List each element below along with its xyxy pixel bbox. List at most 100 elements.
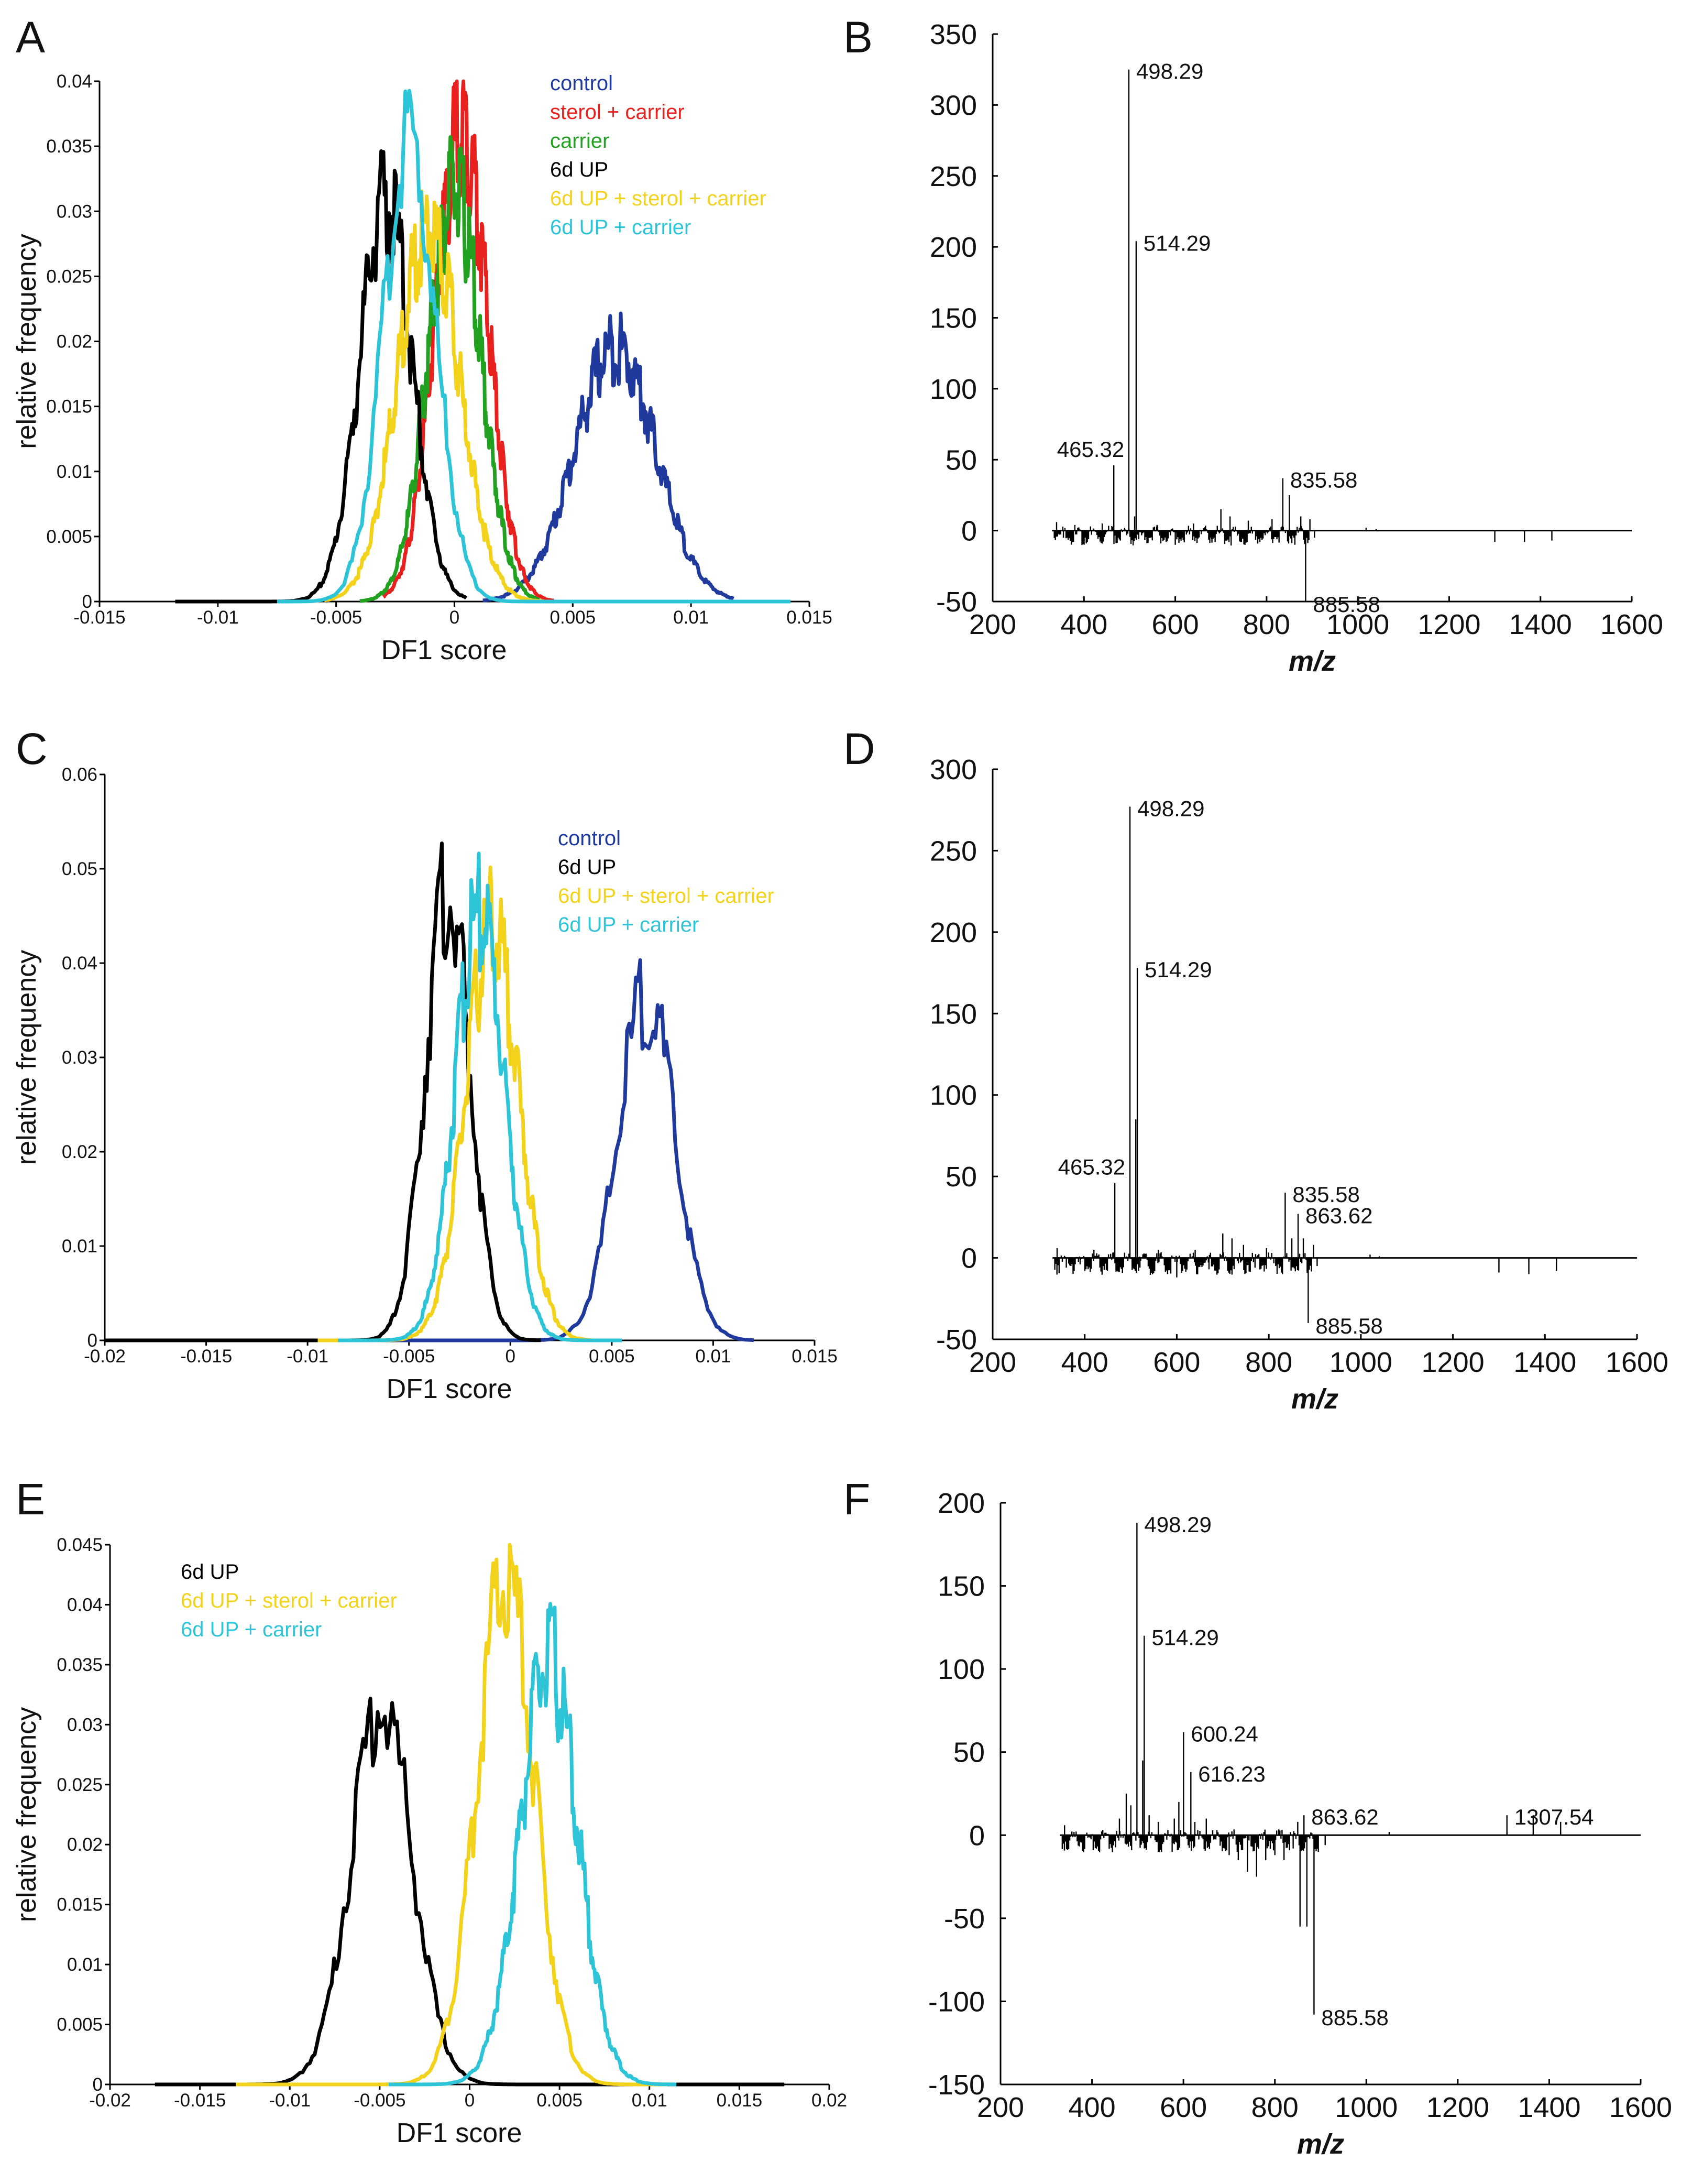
y-tick-label: 0.02 bbox=[62, 1142, 97, 1162]
x-tick-label: 400 bbox=[1069, 2092, 1116, 2123]
peak-label: 863.62 bbox=[1305, 1204, 1372, 1228]
legend-entry: 6d UP + carrier bbox=[181, 1618, 322, 1641]
x-tick-label: 0.01 bbox=[673, 607, 709, 628]
panel-label-E: E bbox=[16, 1475, 45, 1524]
peak-label: 465.32 bbox=[1057, 437, 1124, 462]
x-tick-label: 0.01 bbox=[695, 1346, 731, 1367]
legend-entry: control bbox=[550, 72, 613, 95]
peak-label: 885.58 bbox=[1315, 1314, 1382, 1338]
y-tick-label: 0 bbox=[961, 516, 977, 547]
x-tick-label: -0.01 bbox=[197, 607, 239, 628]
x-tick-label: 200 bbox=[969, 1347, 1016, 1378]
y-tick-label: 0.03 bbox=[57, 201, 92, 222]
y-tick-label: 100 bbox=[930, 374, 977, 405]
y-tick-label: -50 bbox=[936, 586, 977, 618]
y-tick-label: 250 bbox=[930, 161, 977, 192]
x-tick-label: -0.015 bbox=[180, 1346, 232, 1367]
x-tick-label: -0.005 bbox=[383, 1346, 435, 1367]
peak-label: 885.58 bbox=[1321, 2005, 1388, 2030]
peak-label: 600.24 bbox=[1191, 1722, 1258, 1746]
x-tick-label: 800 bbox=[1251, 2092, 1299, 2123]
x-tick-label: 1600 bbox=[1600, 609, 1663, 640]
x-tick-label: 1000 bbox=[1326, 609, 1389, 640]
x-axis-label: m/z bbox=[1297, 2128, 1344, 2160]
x-tick-label: 1200 bbox=[1426, 2092, 1489, 2123]
x-tick-label: 1600 bbox=[1606, 1347, 1668, 1378]
y-axis-label: relative frequency bbox=[12, 1707, 42, 1922]
y-tick-label: 100 bbox=[938, 1654, 985, 1685]
peak-label: 514.29 bbox=[1151, 1625, 1218, 1650]
x-tick-label: 600 bbox=[1153, 1347, 1200, 1378]
panel-label-D: D bbox=[843, 724, 875, 773]
x-tick-label: -0.02 bbox=[89, 2090, 131, 2111]
peak-label: 498.29 bbox=[1137, 796, 1204, 821]
y-tick-label: 0.03 bbox=[62, 1047, 97, 1068]
panel-label-A: A bbox=[16, 13, 45, 62]
x-tick-label: 0.01 bbox=[632, 2090, 667, 2111]
x-tick-label: 0.005 bbox=[589, 1346, 635, 1367]
panel-label-B: B bbox=[843, 13, 873, 62]
y-tick-label: 0.025 bbox=[57, 1775, 103, 1795]
x-tick-label: -0.01 bbox=[269, 2090, 311, 2111]
series-line-6d-up bbox=[155, 1696, 785, 2087]
y-tick-label: 0.015 bbox=[57, 1895, 103, 1915]
x-tick-label: 600 bbox=[1152, 609, 1199, 640]
y-tick-label: 0.025 bbox=[46, 266, 92, 287]
chart-C: C -0.02 -0.015 -0.01 -0.005 0 0.005 0.01 0.015 0 0… bbox=[12, 724, 838, 1404]
y-tick-label: 0 bbox=[961, 1243, 977, 1274]
y-tick-label: 150 bbox=[938, 1571, 985, 1602]
x-tick-label: 0.005 bbox=[550, 607, 596, 628]
y-tick-label: 250 bbox=[930, 835, 977, 867]
y-tick-label: 150 bbox=[930, 998, 977, 1030]
y-tick-label: 0.02 bbox=[57, 332, 92, 352]
y-tick-label: 350 bbox=[930, 19, 977, 50]
x-tick-label: 200 bbox=[969, 609, 1016, 640]
x-axis-label: DF1 score bbox=[387, 1374, 512, 1404]
y-tick-label: 0.02 bbox=[67, 1834, 103, 1855]
x-tick-label: 0 bbox=[506, 1346, 515, 1367]
chart-A: A -0.015 -0.01 -0.005 0 0.005 0.01 0.015 0 0.005 0… bbox=[12, 13, 832, 665]
chart-B: B 200 400 600 800 1000 1200 1400 1600 -50 0 50 100 15… bbox=[843, 13, 1663, 677]
series-line-sterol-carrier bbox=[382, 79, 555, 603]
chart-D: D 200 400 600 800 1000 1200 1400 1600 -50 0 50 100 15… bbox=[843, 724, 1668, 1415]
y-tick-label: 50 bbox=[946, 1161, 977, 1193]
y-tick-label: 0.035 bbox=[46, 136, 92, 157]
peak-label: 498.29 bbox=[1136, 59, 1203, 84]
y-tick-label: 0.01 bbox=[57, 462, 92, 482]
x-tick-label: -0.02 bbox=[84, 1346, 126, 1367]
series-line-6d-up-sterol-carrier bbox=[323, 189, 545, 603]
x-tick-label: 1000 bbox=[1335, 2092, 1398, 2123]
y-tick-label: 300 bbox=[930, 754, 977, 785]
legend-entry: 6d UP bbox=[550, 158, 608, 181]
y-tick-label: -150 bbox=[928, 2069, 985, 2101]
x-tick-label: 400 bbox=[1060, 609, 1107, 640]
series-line-control bbox=[482, 311, 735, 603]
panel-label-F: F bbox=[843, 1475, 870, 1524]
y-tick-label: 0 bbox=[93, 2074, 103, 2095]
chart-E: E -0.02 -0.015 -0.01 -0.005 0 0.005 0.01 0.015 0.… bbox=[12, 1475, 847, 2148]
x-tick-label: 1400 bbox=[1513, 1347, 1576, 1378]
x-tick-label: 0 bbox=[465, 2090, 475, 2111]
series-line-6d-up-sterol-carrier bbox=[235, 1543, 668, 2087]
y-tick-label: 0 bbox=[969, 1820, 985, 1851]
x-tick-label: -0.015 bbox=[73, 607, 125, 628]
x-tick-label: 1200 bbox=[1422, 1347, 1485, 1378]
y-tick-label: 200 bbox=[930, 917, 977, 948]
peak-label: 1307.54 bbox=[1514, 1805, 1594, 1829]
x-tick-label: 0.02 bbox=[811, 2090, 847, 2111]
y-tick-label: 300 bbox=[930, 90, 977, 121]
peak-label: 885.58 bbox=[1313, 592, 1380, 617]
x-tick-label: 600 bbox=[1160, 2092, 1207, 2123]
y-tick-label: -50 bbox=[944, 1903, 985, 1935]
legend-entry: 6d UP bbox=[181, 1560, 239, 1584]
y-tick-label: 0.05 bbox=[62, 859, 97, 879]
peak-label: 498.29 bbox=[1144, 1512, 1211, 1537]
series-line-carrier bbox=[358, 135, 541, 603]
legend-entry: 6d UP + sterol + carrier bbox=[558, 884, 774, 908]
legend-entry: 6d UP + sterol + carrier bbox=[550, 187, 766, 210]
y-tick-label: 0.045 bbox=[57, 1535, 103, 1555]
legend-entry: control bbox=[558, 827, 621, 850]
y-tick-label: 0.04 bbox=[57, 71, 92, 92]
y-tick-label: 0.04 bbox=[67, 1595, 103, 1615]
x-tick-label: 200 bbox=[977, 2092, 1024, 2123]
